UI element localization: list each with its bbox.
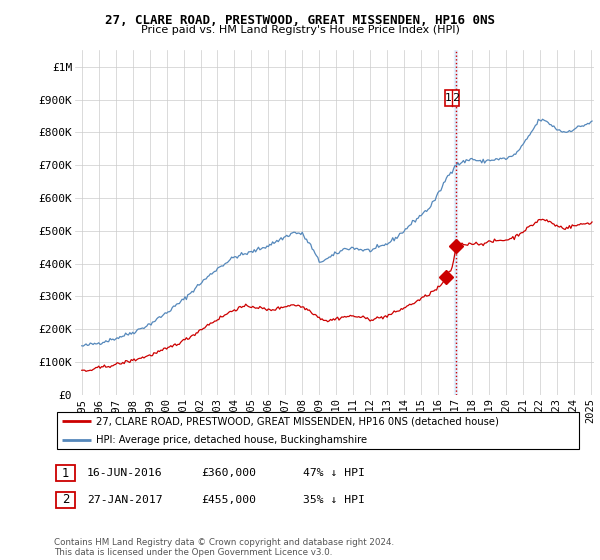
Text: Price paid vs. HM Land Registry's House Price Index (HPI): Price paid vs. HM Land Registry's House … [140,25,460,35]
FancyBboxPatch shape [56,465,75,481]
Text: 27, CLARE ROAD, PRESTWOOD, GREAT MISSENDEN, HP16 0NS (detached house): 27, CLARE ROAD, PRESTWOOD, GREAT MISSEND… [96,417,499,426]
Text: 1: 1 [62,466,69,480]
Text: 16-JUN-2016: 16-JUN-2016 [87,468,163,478]
Bar [454,50,457,395]
Text: £455,000: £455,000 [201,494,256,505]
Text: HPI: Average price, detached house, Buckinghamshire: HPI: Average price, detached house, Buck… [96,435,367,445]
Text: 1: 1 [445,93,452,103]
FancyBboxPatch shape [56,413,580,449]
Text: 2: 2 [452,93,459,103]
Text: 2: 2 [62,493,69,506]
Text: 35% ↓ HPI: 35% ↓ HPI [303,494,365,505]
Text: 27, CLARE ROAD, PRESTWOOD, GREAT MISSENDEN, HP16 0NS: 27, CLARE ROAD, PRESTWOOD, GREAT MISSEND… [105,14,495,27]
Text: 27-JAN-2017: 27-JAN-2017 [87,494,163,505]
Bar [445,90,459,106]
Text: £360,000: £360,000 [201,468,256,478]
Text: 47% ↓ HPI: 47% ↓ HPI [303,468,365,478]
FancyBboxPatch shape [56,492,75,507]
Text: Contains HM Land Registry data © Crown copyright and database right 2024.
This d: Contains HM Land Registry data © Crown c… [54,538,394,557]
